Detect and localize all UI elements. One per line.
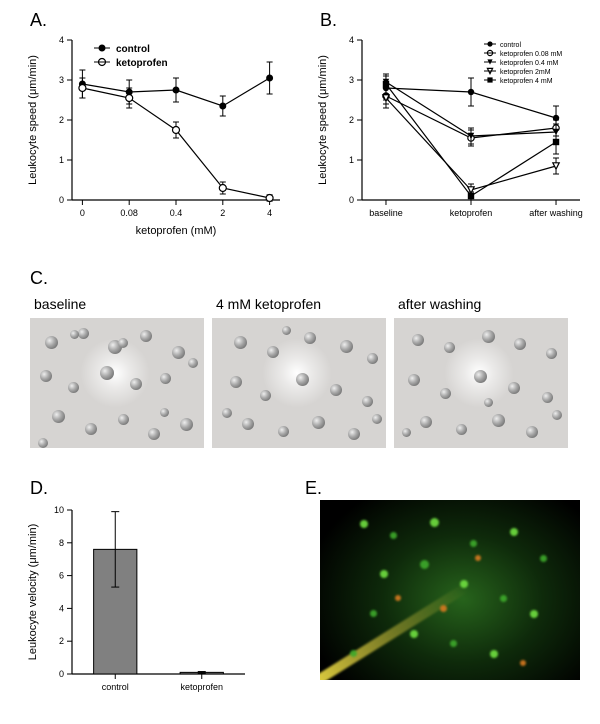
svg-text:2: 2	[220, 208, 225, 218]
svg-text:1: 1	[349, 155, 354, 165]
micrograph-0	[30, 318, 204, 448]
svg-text:2: 2	[59, 115, 64, 125]
panel-label-d: D.	[30, 478, 48, 499]
svg-text:0: 0	[59, 669, 64, 679]
svg-text:0: 0	[59, 195, 64, 205]
svg-text:4: 4	[59, 603, 64, 613]
svg-text:ketoprofen: ketoprofen	[116, 58, 168, 69]
svg-text:10: 10	[54, 505, 64, 515]
svg-text:Leukocyte speed (μm/min): Leukocyte speed (μm/min)	[27, 55, 39, 185]
fluorescence-image	[320, 500, 580, 680]
panel-label-c: C.	[30, 268, 48, 289]
svg-text:3: 3	[59, 75, 64, 85]
svg-text:8: 8	[59, 538, 64, 548]
panel-label-b: B.	[320, 10, 337, 31]
svg-text:control: control	[116, 44, 150, 55]
svg-text:ketoprofen (mM): ketoprofen (mM)	[136, 225, 217, 237]
svg-text:0: 0	[80, 208, 85, 218]
svg-text:control: control	[500, 42, 521, 49]
svg-text:ketoprofen: ketoprofen	[450, 208, 493, 218]
svg-text:Leukocyte velocity (μm/min): Leukocyte velocity (μm/min)	[27, 524, 39, 661]
svg-text:ketoprofen 0.08 mM: ketoprofen 0.08 mM	[500, 51, 562, 58]
svg-text:after washing: after washing	[529, 208, 583, 218]
svg-text:6: 6	[59, 571, 64, 581]
svg-text:4: 4	[267, 208, 272, 218]
svg-text:2: 2	[349, 115, 354, 125]
micrograph-row: baseline4 mM ketoprofenafter washing	[30, 318, 568, 448]
panel-label-a: A.	[30, 10, 47, 31]
svg-text:baseline: baseline	[369, 208, 403, 218]
svg-text:ketoprofen 2mM: ketoprofen 2mM	[500, 69, 551, 76]
micrograph-2	[394, 318, 568, 448]
panel-label-e: E.	[305, 478, 322, 499]
micrograph-caption: baseline	[34, 296, 86, 312]
svg-text:control: control	[102, 682, 129, 692]
svg-text:0.4: 0.4	[170, 208, 183, 218]
micrograph-1	[212, 318, 386, 448]
svg-text:0.08: 0.08	[120, 208, 138, 218]
chart-d: 0 2 4 6 8 10 Leukocyte velocity (μm/min) contro…	[20, 500, 260, 710]
svg-text:1: 1	[59, 155, 64, 165]
svg-text:3: 3	[349, 75, 354, 85]
svg-text:2: 2	[59, 636, 64, 646]
svg-text:0: 0	[349, 195, 354, 205]
svg-text:4: 4	[59, 35, 64, 45]
svg-text:ketoprofen: ketoprofen	[180, 682, 223, 692]
svg-text:Leukocyte speed (μm/min): Leukocyte speed (μm/min)	[317, 55, 329, 185]
svg-text:ketoprofen 0.4 mM: ketoprofen 0.4 mM	[500, 60, 559, 67]
svg-text:ketoprofen 4 mM: ketoprofen 4 mM	[500, 78, 553, 85]
micrograph-caption: 4 mM ketoprofen	[216, 296, 321, 312]
svg-text:4: 4	[349, 35, 354, 45]
chart-a: 0 1 2 3 4 0 0.08 0.4 2 4 Leukocyte speed (μm/min) k…	[20, 30, 290, 240]
micrograph-caption: after washing	[398, 296, 481, 312]
chart-b: 0 1 2 3 4 baseline ketoprofen after washing Leuk…	[310, 30, 590, 240]
